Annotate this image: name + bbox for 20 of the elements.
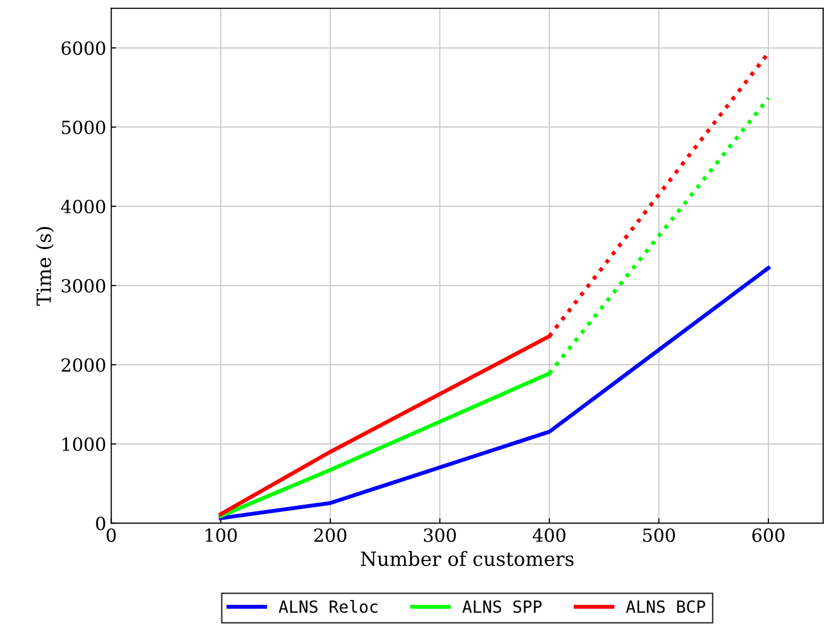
line-series (218, 266, 770, 520)
y-tick-label: 3000 (62, 278, 106, 293)
x-tick-label: 500 (643, 528, 675, 542)
legend-label: ALNS SPP (462, 600, 542, 613)
x-tick-label: 300 (424, 528, 456, 542)
y-tick-label: 6000 (62, 41, 106, 56)
y-axis-title: Time (s) (36, 227, 54, 306)
legend-label: ALNS Reloc (278, 600, 378, 613)
y-tick-label: 1000 (62, 437, 106, 452)
y-tick-label: 5000 (62, 120, 106, 134)
x-tick-label: 100 (206, 528, 237, 542)
x-axis-title: Number of customers (360, 551, 574, 566)
legend-label: ALNS BCP (626, 600, 706, 613)
x-tick-label: 0 (106, 528, 116, 542)
y-tick-label: 0 (96, 516, 106, 530)
y-tick-label: 4000 (60, 200, 106, 214)
x-tick-label: 400 (532, 528, 566, 542)
x-tick-label: 200 (314, 528, 346, 542)
x-tick-label: 600 (752, 528, 784, 542)
y-tick-label: 2000 (62, 358, 106, 372)
